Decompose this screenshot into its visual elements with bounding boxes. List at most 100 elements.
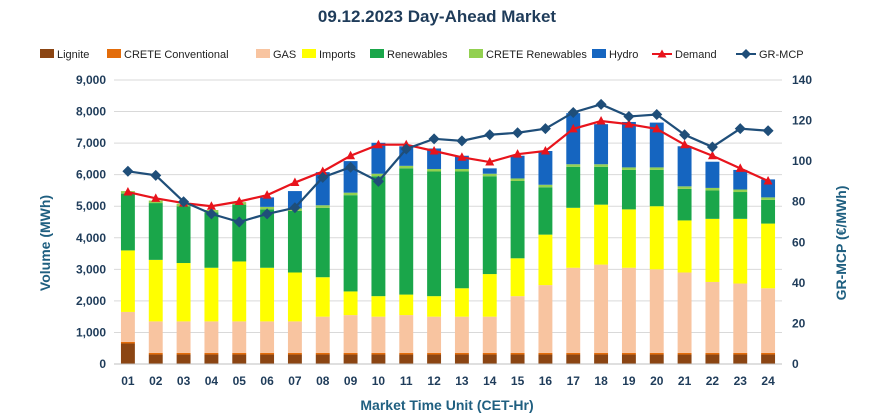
bar-segment-crete-renewables bbox=[343, 192, 358, 196]
y-tick-label: 1,000 bbox=[76, 325, 106, 339]
x-tick-label: 05 bbox=[233, 374, 247, 388]
legend-swatch-gas bbox=[256, 49, 270, 58]
bar-segment-imports bbox=[287, 272, 302, 322]
bar-segment-crete-renewables bbox=[733, 189, 748, 193]
bar-segment-imports bbox=[315, 277, 330, 317]
bar-segment-imports bbox=[677, 220, 692, 273]
demand-point bbox=[429, 146, 439, 155]
stacked-bars bbox=[120, 113, 776, 364]
bar-segment-crete-conventional bbox=[621, 352, 636, 355]
gr-mcp-point bbox=[595, 98, 607, 110]
y2-tick-label: 100 bbox=[792, 154, 812, 168]
y2-tick-label: 20 bbox=[792, 316, 806, 330]
bar-segment-crete-conventional bbox=[677, 352, 692, 355]
gr-mcp-point bbox=[205, 208, 217, 220]
bar-segment-lignite bbox=[538, 354, 553, 364]
gr-mcp-point bbox=[317, 171, 329, 183]
gr-mcp-point bbox=[261, 208, 273, 220]
bar-segment-renewables bbox=[594, 166, 609, 205]
bar-segment-hydro bbox=[538, 151, 553, 185]
gr-mcp-point bbox=[623, 111, 635, 123]
x-tick-label: 17 bbox=[567, 374, 581, 388]
bar-segment-crete-conventional bbox=[510, 352, 525, 355]
legend-swatch-crete-renewables bbox=[469, 49, 483, 58]
bar-segment-renewables bbox=[649, 169, 664, 207]
gr-mcp-point bbox=[289, 202, 301, 214]
x-tick-label: 12 bbox=[427, 374, 441, 388]
bar-segment-hydro bbox=[677, 146, 692, 187]
bar-segment-renewables bbox=[399, 168, 414, 295]
x-tick-label: 03 bbox=[177, 374, 191, 388]
legend-swatch-lignite bbox=[40, 49, 54, 58]
bar-segment-hydro bbox=[705, 161, 720, 188]
bar-segment-renewables bbox=[232, 204, 247, 262]
bar-segment-crete-conventional bbox=[120, 341, 135, 344]
demand-point bbox=[123, 187, 133, 196]
x-tick-label: 15 bbox=[511, 374, 525, 388]
bar-segment-crete-conventional bbox=[594, 352, 609, 355]
demand-point bbox=[652, 123, 662, 133]
bar-segment-crete-renewables bbox=[649, 167, 664, 170]
gr-mcp-point bbox=[706, 141, 718, 153]
bar-segment-crete-renewables bbox=[260, 206, 275, 210]
bar-segment-renewables bbox=[621, 169, 636, 210]
bar-segment-crete-conventional bbox=[371, 352, 386, 355]
demand-point bbox=[596, 116, 606, 125]
x-tick-label: 09 bbox=[344, 374, 358, 388]
demand-point bbox=[707, 150, 717, 160]
bar-segment-renewables bbox=[176, 206, 191, 264]
demand-point bbox=[735, 163, 745, 172]
bar-segment-renewables bbox=[705, 190, 720, 219]
legend-marker-gr-mcp bbox=[741, 49, 751, 59]
bar-segment-hydro bbox=[399, 146, 414, 166]
gr-mcp-point bbox=[512, 127, 524, 139]
y-tick-label: 2,000 bbox=[76, 294, 106, 308]
bar-segment-crete-renewables bbox=[454, 168, 469, 172]
bar-segment-imports bbox=[454, 288, 469, 317]
demand-point bbox=[540, 146, 550, 155]
bar-segment-imports bbox=[482, 274, 497, 317]
bar-segment-crete-conventional bbox=[427, 352, 442, 355]
bar-segment-lignite bbox=[260, 354, 275, 364]
bar-segment-gas bbox=[677, 272, 692, 353]
x-tick-label: 08 bbox=[316, 374, 330, 388]
gr-mcp-point bbox=[428, 133, 440, 145]
x-tick-label: 13 bbox=[455, 374, 469, 388]
bar-segment-renewables bbox=[371, 176, 386, 297]
bar-segment-gas bbox=[148, 321, 163, 353]
legend-label-crete-conventional: CRETE Conventional bbox=[124, 49, 229, 61]
gr-mcp-point bbox=[372, 175, 384, 187]
gr-mcp-point bbox=[400, 143, 412, 155]
legend-swatch-hydro bbox=[592, 49, 606, 58]
left-axis: 0 1,000 2,000 3,000 4,000 5,000 6,000 7,000 8,00… bbox=[76, 73, 106, 371]
bar-segment-imports bbox=[621, 209, 636, 268]
x-tick-label: 21 bbox=[678, 374, 692, 388]
bar-segment-gas bbox=[399, 315, 414, 353]
bar-segment-gas bbox=[482, 316, 497, 353]
bar-segment-renewables bbox=[287, 210, 302, 273]
bar-segment-gas bbox=[371, 316, 386, 353]
demand-point bbox=[346, 150, 356, 160]
y-tick-label: 0 bbox=[99, 357, 106, 371]
legend-label-demand: Demand bbox=[675, 49, 717, 61]
bar-segment-hydro bbox=[649, 122, 664, 168]
bar-segment-imports bbox=[371, 296, 386, 317]
bar-segment-lignite bbox=[454, 354, 469, 364]
bar-segment-crete-conventional bbox=[204, 352, 219, 355]
gr-mcp-point bbox=[679, 129, 691, 141]
bar-segment-renewables bbox=[120, 193, 135, 251]
y2-tick-label: 140 bbox=[792, 73, 812, 87]
bar-segment-imports bbox=[705, 218, 720, 282]
bar-segment-imports bbox=[566, 207, 581, 268]
bar-segment-gas bbox=[287, 321, 302, 353]
bar-segment-renewables bbox=[343, 195, 358, 292]
gr-mcp-point bbox=[456, 135, 468, 147]
bar-segment-crete-conventional bbox=[649, 352, 664, 355]
x-tick-label: 23 bbox=[734, 374, 748, 388]
bar-segment-renewables bbox=[204, 212, 219, 268]
bar-segment-hydro bbox=[260, 197, 275, 207]
bar-segment-hydro bbox=[510, 155, 525, 179]
bar-segment-gas bbox=[538, 285, 553, 353]
bar-segment-renewables bbox=[733, 192, 748, 219]
bar-segment-crete-conventional bbox=[148, 352, 163, 355]
